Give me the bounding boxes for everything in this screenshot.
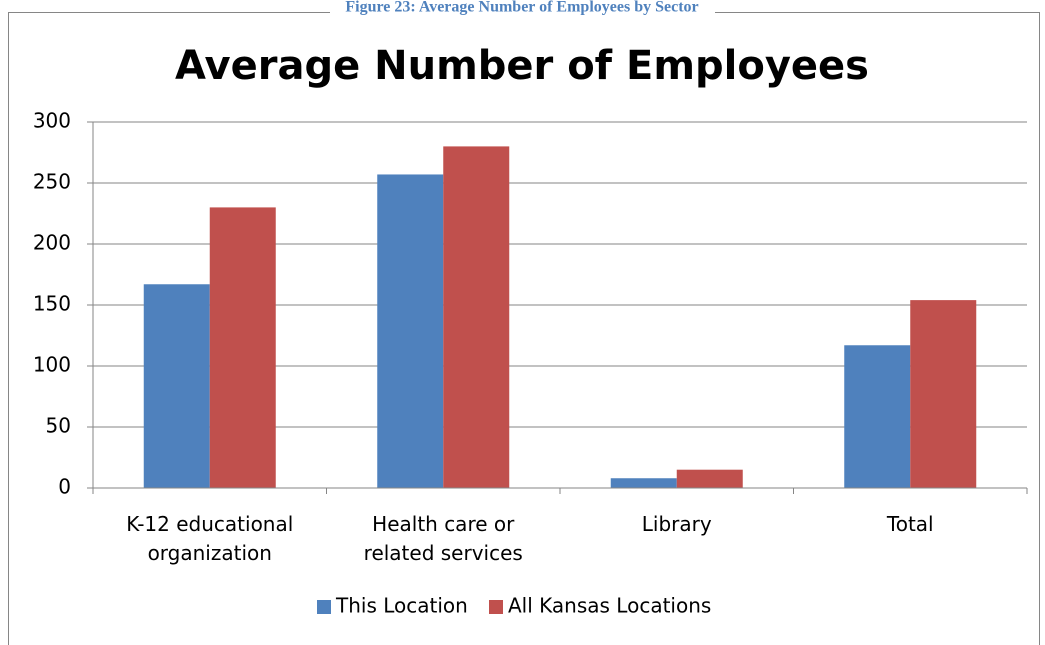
legend-label: This Location <box>335 594 468 618</box>
y-tick-label: 150 <box>33 292 71 316</box>
bar <box>676 469 743 488</box>
chart-title: Average Number of Employees <box>175 43 869 89</box>
bar <box>143 284 210 488</box>
bar <box>443 146 510 488</box>
legend-swatch <box>317 600 331 614</box>
x-tick-label: Library <box>641 512 712 536</box>
bar <box>910 300 977 488</box>
y-tick-label: 250 <box>33 170 71 194</box>
y-tick-label: 300 <box>33 109 71 133</box>
bar <box>844 345 911 488</box>
y-tick-label: 0 <box>58 475 71 499</box>
x-tick-label: K-12 educational organization <box>126 512 294 565</box>
caption: Figure 23: Average Number of Employees b… <box>345 0 698 16</box>
caption-bg <box>330 0 715 20</box>
bar <box>209 207 276 488</box>
bar <box>377 174 444 488</box>
legend-swatch <box>489 600 503 614</box>
legend-label: All Kansas Locations <box>508 594 711 618</box>
y-tick-label: 100 <box>33 353 71 377</box>
y-tick-label: 200 <box>33 231 71 255</box>
x-tick-label: Health care or related services <box>363 512 523 565</box>
bar <box>610 478 677 488</box>
y-tick-label: 50 <box>46 414 71 438</box>
x-tick-label: Total <box>886 512 934 536</box>
